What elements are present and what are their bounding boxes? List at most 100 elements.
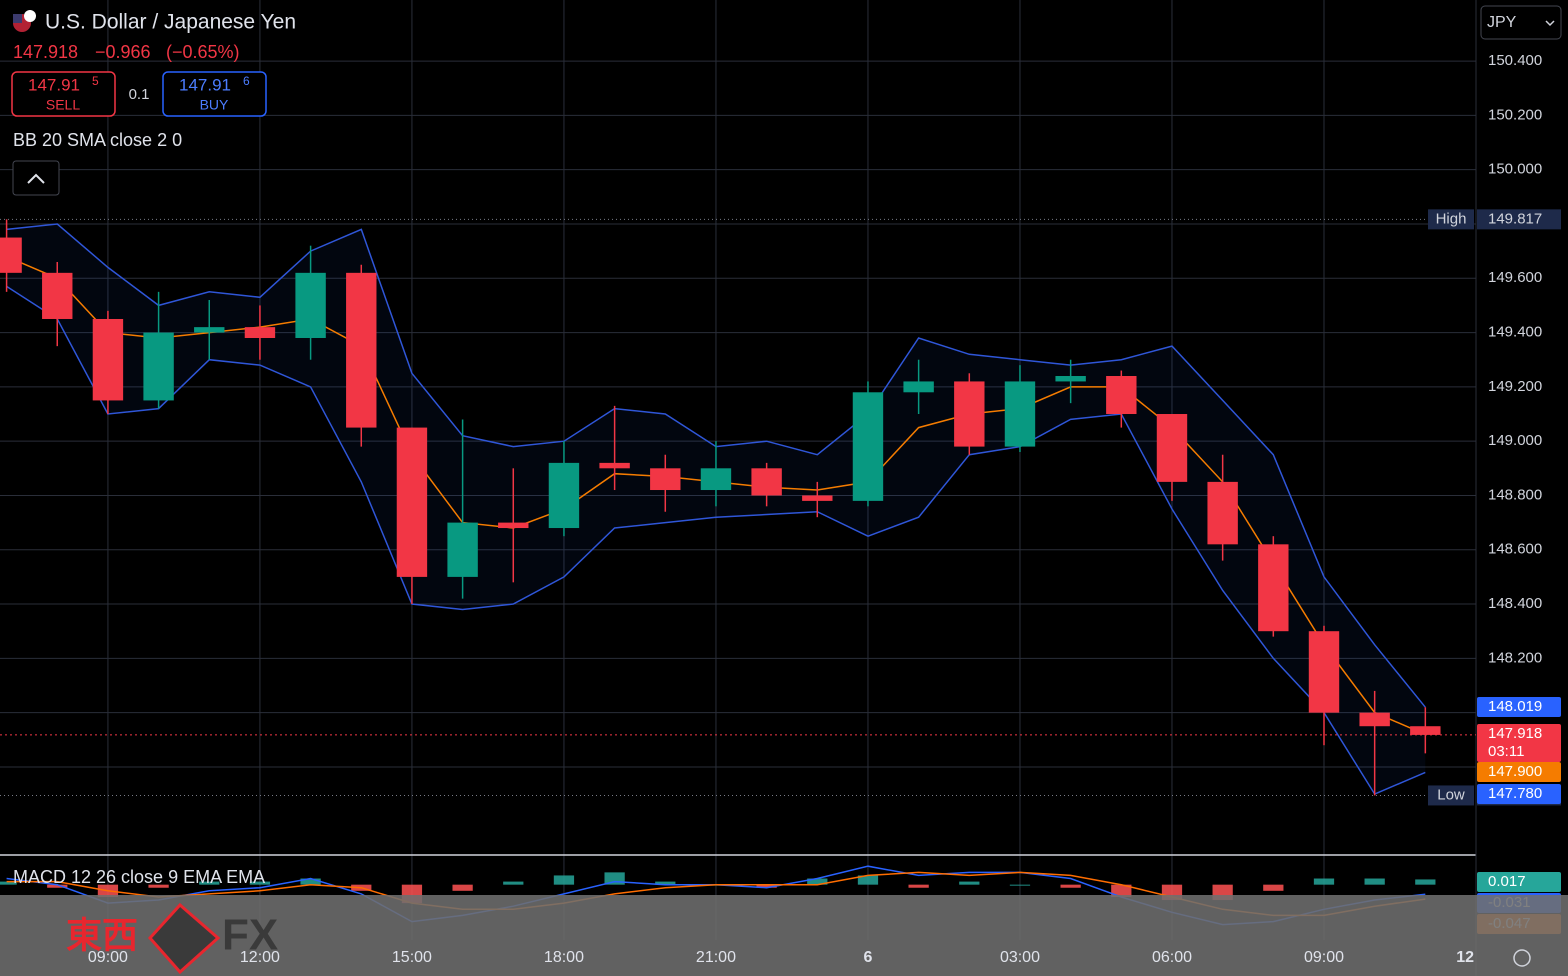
marker-value-badge xyxy=(1477,209,1561,230)
x-tick-label: 6 xyxy=(864,949,873,966)
macd-badge-label: 0.017 xyxy=(1488,873,1526,890)
y-tick-label: 149.000 xyxy=(1488,432,1542,449)
watermark-fx: FX xyxy=(222,911,278,960)
macd-histogram-bar xyxy=(1060,884,1081,888)
collapse-icon xyxy=(27,173,45,184)
lot-size[interactable]: 0.1 xyxy=(129,86,150,103)
collapse-button[interactable] xyxy=(12,160,60,196)
candle-body xyxy=(1410,726,1441,735)
currency-label: JPY xyxy=(1487,14,1517,31)
candle-body xyxy=(1055,376,1086,382)
x-tick-label: 09:00 xyxy=(88,949,128,966)
price-badge xyxy=(1477,697,1561,717)
price-badge-label: 148.019 xyxy=(1488,698,1542,715)
flag-canton xyxy=(13,14,22,23)
candle-body xyxy=(92,318,124,401)
marker-value: 149.817 xyxy=(1488,210,1542,227)
x-tick-label: 15:00 xyxy=(392,949,432,966)
ad-overlay xyxy=(0,895,1568,976)
candle-body xyxy=(1359,712,1390,727)
macd-histogram-bar xyxy=(1263,884,1284,891)
macd-histogram-bar xyxy=(300,878,321,885)
indicator-label: BB 20 SMA close 2 0 xyxy=(13,130,182,150)
candle-body xyxy=(346,272,377,428)
candle-body xyxy=(852,392,884,501)
sell-button[interactable] xyxy=(11,71,116,117)
currency-dropdown[interactable] xyxy=(1480,5,1562,40)
dropdown-arrow xyxy=(1545,20,1555,27)
macd-histogram-bar xyxy=(249,881,271,885)
macd-histogram-bar xyxy=(807,878,828,885)
macd-histogram-bar xyxy=(199,881,220,885)
x-tick-label: 09:00 xyxy=(1304,949,1344,966)
candle-body xyxy=(802,495,833,501)
watermark-cjk: 東西 xyxy=(66,915,138,956)
candle-body xyxy=(1004,381,1036,447)
y-tick-label: 148.400 xyxy=(1488,595,1542,612)
macd-histogram-bar xyxy=(0,881,17,885)
marker-tag-label: Low xyxy=(1437,786,1465,803)
candle-body xyxy=(700,468,732,491)
x-tick-label: 03:00 xyxy=(1000,949,1040,966)
settings-icon xyxy=(1513,949,1531,967)
x-tick-label: 21:00 xyxy=(696,949,736,966)
buy-button[interactable] xyxy=(162,71,267,117)
marker-tag xyxy=(1428,785,1474,806)
candle-body xyxy=(396,427,428,577)
y-tick-label: 148.600 xyxy=(1488,541,1542,558)
candle-body xyxy=(599,462,630,469)
macd-histogram-bar xyxy=(1313,878,1335,885)
macd-badge xyxy=(1477,872,1561,892)
y-tick-label: 149.600 xyxy=(1488,269,1542,286)
overlay: U.S. Dollar / Japanese Yen 147.918 −0.96… xyxy=(11,5,1562,196)
buy-label: BUY xyxy=(200,97,229,113)
candle-body xyxy=(42,272,73,319)
macd-histogram-bar xyxy=(908,884,929,888)
macd-histogram-bar xyxy=(47,884,68,888)
price-badge-label: 147.900 xyxy=(1488,763,1542,780)
sell-pip: 5 xyxy=(92,74,99,88)
sell-label: SELL xyxy=(46,97,80,113)
candle-body xyxy=(1156,414,1188,482)
y-tick-label: 149.200 xyxy=(1488,378,1542,395)
price-change-pct: (−0.65%) xyxy=(166,42,240,62)
y-tick-label: 148.800 xyxy=(1488,486,1542,503)
candle-body xyxy=(650,468,681,491)
y-tick-label: 148.200 xyxy=(1488,649,1542,666)
buy-price: 147.91 xyxy=(179,75,231,94)
price-badge-label: 147.918 xyxy=(1488,725,1542,742)
candle-body xyxy=(295,272,326,338)
price-badge-label: 147.780 xyxy=(1488,785,1542,802)
macd-histogram-bar xyxy=(148,884,169,888)
macd-histogram-bar xyxy=(553,875,575,885)
flag-jp xyxy=(24,10,36,22)
marker-tag xyxy=(1428,209,1474,230)
macd-histogram-bar xyxy=(1009,884,1031,886)
macd-histogram-bar xyxy=(655,881,676,885)
countdown: 03:11 xyxy=(1488,743,1524,760)
macd-histogram-bar xyxy=(1364,878,1385,885)
candle-body xyxy=(143,332,174,401)
macd-histogram-bar xyxy=(857,875,879,885)
macd-histogram-bar xyxy=(756,884,777,888)
candle-body xyxy=(1258,544,1289,632)
sell-price: 147.91 xyxy=(28,75,80,94)
macd-histogram-bar xyxy=(1415,879,1436,885)
candle-body xyxy=(194,327,225,333)
macd-histogram-bar xyxy=(959,881,980,885)
macd-histogram-bar xyxy=(503,881,524,885)
symbol-title: U.S. Dollar / Japanese Yen xyxy=(45,11,296,34)
buy-pip: 6 xyxy=(243,74,250,88)
marker-tag-label: High xyxy=(1436,210,1467,227)
x-tick-label: 18:00 xyxy=(544,949,584,966)
candle-body xyxy=(548,462,580,529)
last-price: 147.918 xyxy=(13,42,78,62)
candle-body xyxy=(1207,481,1238,545)
candle-body xyxy=(498,522,529,529)
macd-histogram-bar xyxy=(452,884,473,891)
price-badge xyxy=(1477,762,1561,782)
candle-body xyxy=(903,381,934,393)
